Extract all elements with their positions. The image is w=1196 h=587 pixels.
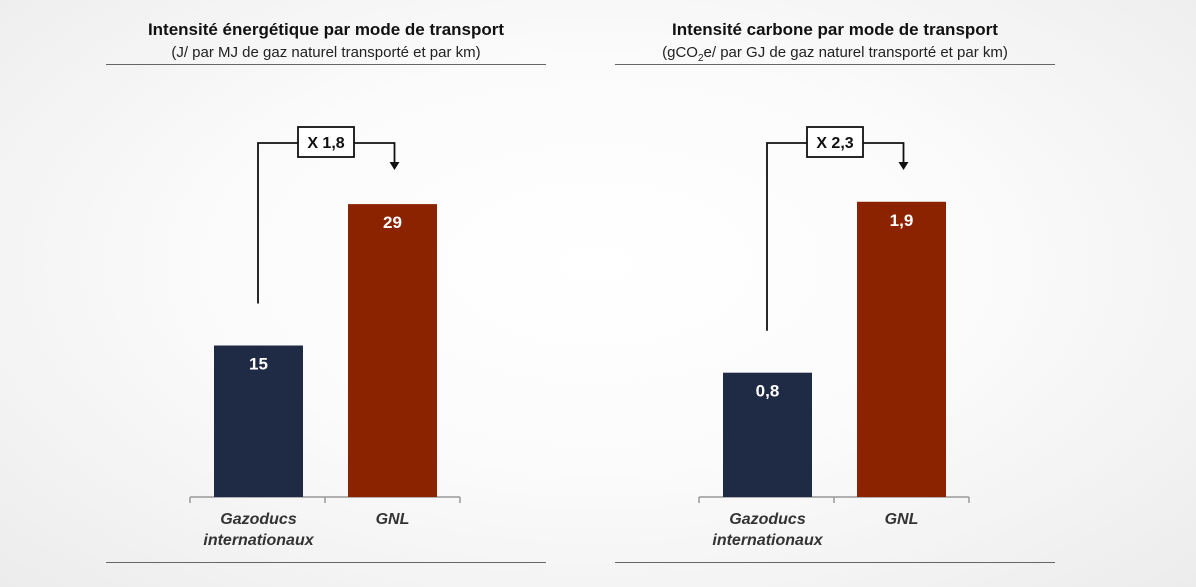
subtitle-prefix: (gCO	[662, 44, 698, 61]
data-label: 1,9	[890, 211, 914, 230]
category-label: GNL	[885, 511, 919, 528]
category-label: internationaux	[712, 532, 823, 549]
category-label: Gazoducs	[729, 511, 806, 528]
data-label: 15	[249, 355, 268, 374]
bar-gazoducs	[723, 372, 812, 497]
data-label: 29	[383, 213, 402, 232]
bar-gnl	[857, 201, 946, 497]
multiplier-box	[806, 126, 864, 158]
bottom-divider	[615, 562, 1055, 563]
energy-intensity-panel: Intensité énergétique par mode de transp…	[106, 0, 546, 587]
multiplier-label: X 2,3	[816, 135, 853, 152]
chart-title: Intensité carbone par mode de transport	[672, 20, 998, 39]
bar-gnl	[348, 204, 437, 497]
top-divider	[106, 64, 546, 65]
chart-title: Intensité énergétique par mode de transp…	[147, 20, 505, 39]
carbon-intensity-panel: Intensité carbone par mode de transport …	[615, 0, 1055, 587]
subtitle-suffix: e/ par GJ de gaz naturel transporté et p…	[703, 44, 1008, 61]
arrow-head-icon	[898, 162, 909, 170]
top-divider	[615, 64, 1055, 65]
category-label: GNL	[376, 511, 410, 528]
multiplier-box	[297, 126, 355, 158]
data-label: 0,8	[756, 382, 780, 401]
subtitle-subscript: 2	[697, 53, 704, 64]
bottom-divider	[106, 562, 546, 563]
bar-gazoducs	[214, 345, 303, 497]
multiplier-label: X 1,8	[307, 135, 344, 152]
chart-subtitle: (gCO2e/ par GJ de gaz naturel transporté…	[615, 44, 1055, 64]
category-label: internationaux	[203, 532, 314, 549]
arrow-head-icon	[389, 162, 400, 170]
chart-subtitle: (J/ par MJ de gaz naturel transporté et …	[171, 44, 481, 61]
carbon-intensity-chart: 0,8 1,9 Gazoducs internationaux GNL X 2,3	[698, 126, 970, 549]
energy-intensity-chart: 15 29 Gazoducs internationaux GNL X 1,8	[189, 126, 461, 549]
category-label: Gazoducs	[220, 511, 297, 528]
